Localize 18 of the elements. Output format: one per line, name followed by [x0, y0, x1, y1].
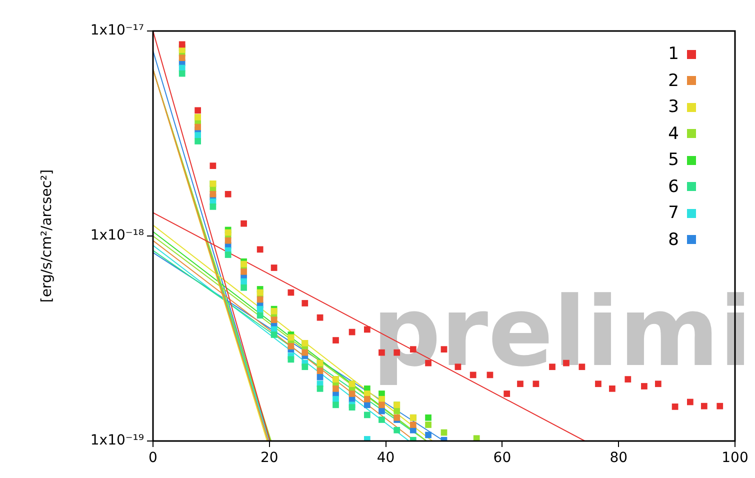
x-tick-label: 60 [493, 450, 512, 466]
legend-label: 4 [667, 124, 679, 144]
x-tick-label: 80 [610, 450, 628, 466]
legend-label: 8 [667, 230, 679, 250]
legend-label: 3 [667, 97, 679, 118]
x-tick-label: 100 [722, 450, 748, 466]
x-tick-label: 0 [148, 450, 158, 466]
legend-label: 7 [667, 203, 679, 224]
legend-label: 1 [667, 44, 679, 64]
y-tick-label: 1x10⁻¹⁹ [90, 432, 144, 449]
y-tick-label: 1x10⁻¹⁷ [90, 22, 144, 39]
legend-label: 6 [667, 176, 679, 197]
x-tick-label: 20 [260, 450, 278, 466]
y-tick-label: 1x10⁻¹⁸ [90, 228, 144, 244]
x-tick-label: 40 [376, 450, 395, 466]
legend-label: 2 [667, 70, 679, 91]
y-axis-title: [erg/s/cm²/arcsec²] [39, 169, 56, 303]
legend-label: 5 [667, 150, 679, 170]
